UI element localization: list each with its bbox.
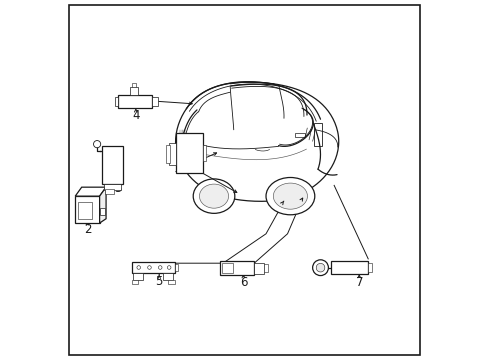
Polygon shape xyxy=(75,187,106,196)
Bar xyxy=(130,87,138,95)
Bar xyxy=(295,133,305,137)
Bar xyxy=(105,189,113,194)
Ellipse shape xyxy=(199,184,228,208)
Circle shape xyxy=(93,140,101,148)
Bar xyxy=(100,208,104,215)
Ellipse shape xyxy=(273,183,307,209)
Bar xyxy=(313,123,321,146)
Ellipse shape xyxy=(265,177,314,215)
Bar xyxy=(115,97,118,105)
Bar xyxy=(169,143,175,165)
Text: 3: 3 xyxy=(114,182,122,195)
Circle shape xyxy=(147,266,151,269)
Circle shape xyxy=(312,260,328,275)
Bar xyxy=(133,273,143,280)
Bar xyxy=(132,83,135,87)
Circle shape xyxy=(158,266,162,269)
Bar xyxy=(152,97,158,106)
Bar xyxy=(202,145,206,161)
Bar xyxy=(222,263,232,273)
Bar xyxy=(220,261,254,275)
Bar xyxy=(330,261,367,274)
Bar xyxy=(75,196,100,223)
Bar xyxy=(103,184,121,190)
Text: 6: 6 xyxy=(239,276,246,289)
Bar xyxy=(367,263,371,272)
Bar xyxy=(131,262,174,273)
Circle shape xyxy=(137,266,140,269)
Text: 1: 1 xyxy=(173,162,181,175)
Text: 4: 4 xyxy=(132,109,139,122)
Bar xyxy=(174,264,178,271)
Bar xyxy=(165,145,169,163)
Bar xyxy=(163,273,172,280)
Ellipse shape xyxy=(193,179,234,213)
Circle shape xyxy=(316,264,324,272)
Bar xyxy=(175,133,202,173)
Bar xyxy=(118,95,152,108)
Text: 7: 7 xyxy=(355,276,362,289)
Text: 5: 5 xyxy=(155,275,163,288)
Circle shape xyxy=(167,266,171,269)
Text: 2: 2 xyxy=(83,223,91,236)
Bar xyxy=(102,146,122,184)
Bar xyxy=(254,263,264,274)
Bar xyxy=(168,280,174,284)
Bar xyxy=(264,264,267,272)
Bar xyxy=(131,280,138,284)
Polygon shape xyxy=(100,187,106,223)
Bar xyxy=(78,202,91,220)
